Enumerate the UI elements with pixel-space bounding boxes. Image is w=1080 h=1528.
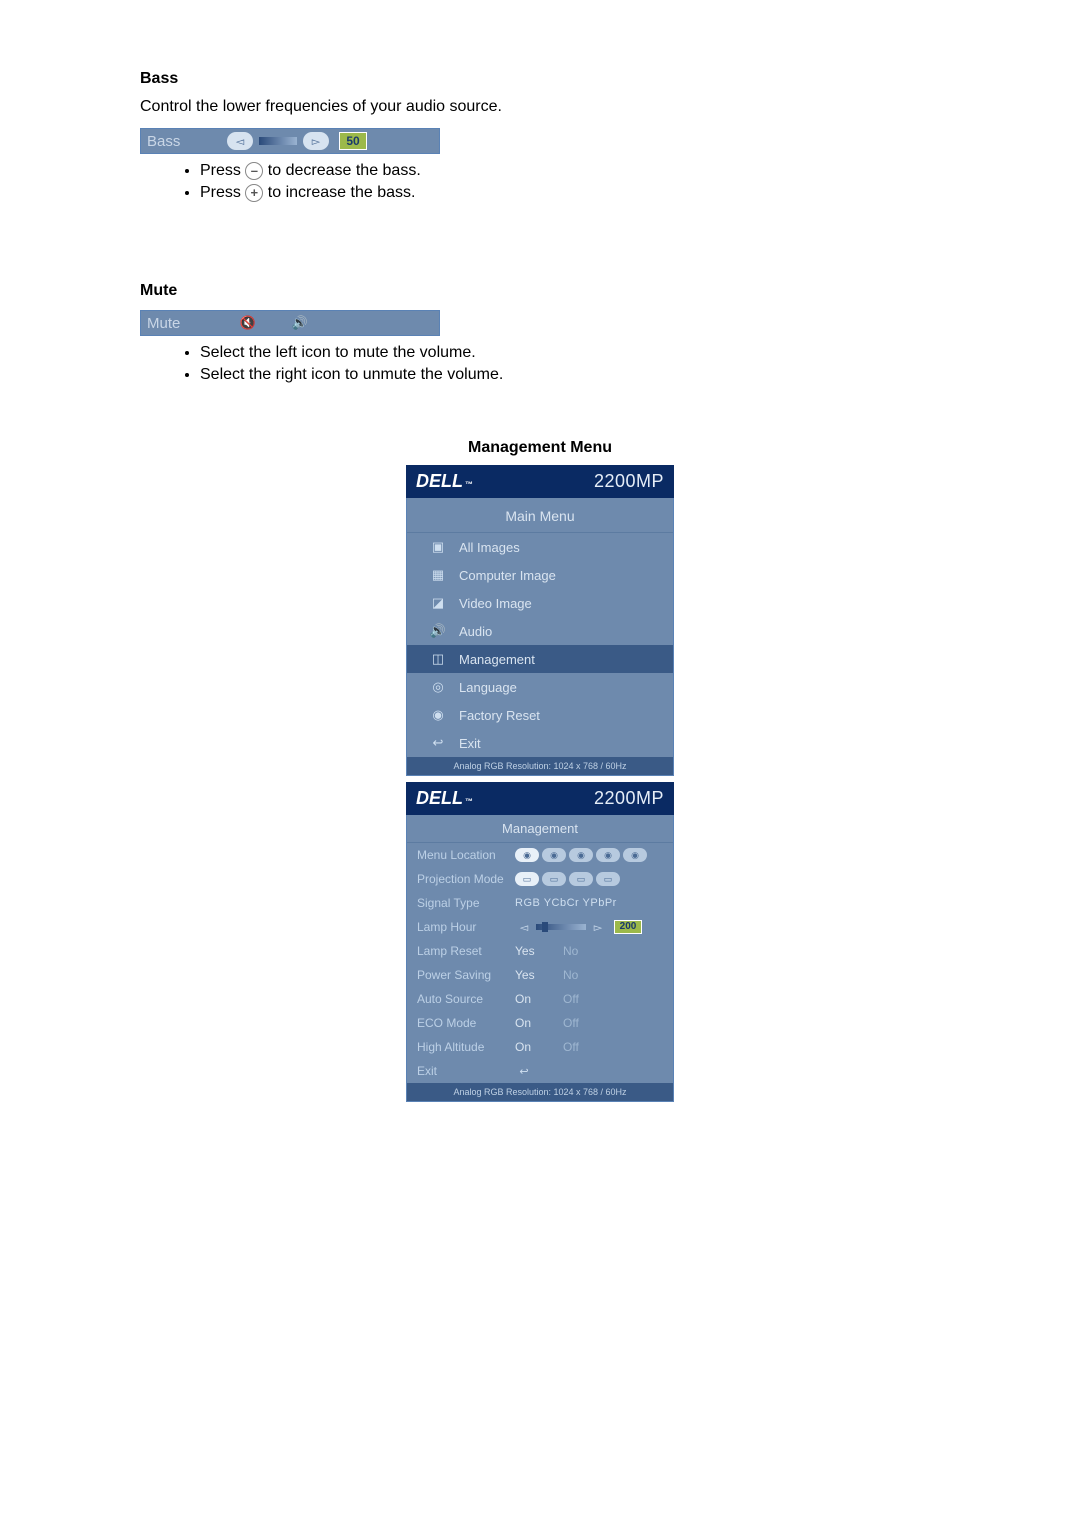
osd-main-title: Main Menu <box>407 498 673 533</box>
signal-options: RGB YCbCr YPbPr <box>515 897 663 909</box>
bass-desc: Control the lower frequencies of your au… <box>140 98 940 116</box>
menu-item-icon: ◎ <box>417 679 459 695</box>
lamp-hour-value: 200 <box>614 920 642 934</box>
lamp-hour-slider <box>536 924 586 930</box>
bass-value: 50 <box>339 132 367 150</box>
mute-bullet-1: Select the left icon to mute the volume. <box>200 344 940 362</box>
bass-osd-bar: Bass ◅ ▻ 50 <box>140 128 440 154</box>
plus-icon: + <box>245 184 263 202</box>
bass-bullet-2: Press + to increase the bass. <box>200 184 940 202</box>
bass-bar-label: Bass <box>147 133 227 150</box>
menu-item-icon: 🔊 <box>417 623 459 639</box>
mute-heading: Mute <box>140 282 940 300</box>
proj-mode-3-icon: ▭ <box>569 872 593 886</box>
osd-model: 2200MP <box>594 471 664 492</box>
row-projection-mode: Projection Mode ▭ ▭ ▭ ▭ <box>407 867 673 891</box>
osd-header-2: DELL™ 2200MP <box>406 782 674 815</box>
menu-item-icon: ▣ <box>417 539 459 555</box>
management-heading: Management Menu <box>140 439 940 457</box>
mute-osd-bar: Mute 🔇 🔊 <box>140 310 440 336</box>
menu-loc-opt-1-icon: ◉ <box>515 848 539 862</box>
management-settings-osd: DELL™ 2200MP Management Menu Location ◉ … <box>406 782 674 1102</box>
row-auto-source: Auto Source On Off <box>407 987 673 1011</box>
row-lamp-reset: Lamp Reset Yes No <box>407 939 673 963</box>
proj-mode-1-icon: ▭ <box>515 872 539 886</box>
mute-bullets: Select the left icon to mute the volume.… <box>200 344 940 384</box>
menu-item-exit: ↩Exit <box>407 729 673 757</box>
osd-header: DELL™ 2200MP <box>406 465 674 498</box>
bass-decrease-icon: ◅ <box>227 132 253 150</box>
osd-footer-2: Analog RGB Resolution: 1024 x 768 / 60Hz <box>406 1083 674 1102</box>
menu-item-label: Video Image <box>459 596 532 611</box>
mute-off-icon: 🔊 <box>289 314 311 332</box>
dell-logo-2: DELL™ <box>416 788 473 809</box>
menu-item-icon: ▦ <box>417 567 459 583</box>
menu-item-icon: ↩ <box>417 735 459 751</box>
menu-item-icon: ◫ <box>417 651 459 667</box>
lamp-hour-dec-icon: ◅ <box>515 920 533 934</box>
osd-sub-title: Management <box>407 815 673 843</box>
menu-item-label: Audio <box>459 624 492 639</box>
bass-bullets: Press – to decrease the bass. Press + to… <box>200 162 940 202</box>
row-lamp-hour: Lamp Hour ◅ ▻ 200 <box>407 915 673 939</box>
bass-bullet-1: Press – to decrease the bass. <box>200 162 940 180</box>
row-menu-location: Menu Location ◉ ◉ ◉ ◉ ◉ <box>407 843 673 867</box>
menu-item-computer-image: ▦Computer Image <box>407 561 673 589</box>
dell-logo: DELL™ <box>416 471 473 492</box>
row-power-saving: Power Saving Yes No <box>407 963 673 987</box>
mute-bar-label: Mute <box>147 315 207 332</box>
mute-bullet-2: Select the right icon to unmute the volu… <box>200 366 940 384</box>
menu-item-management: ◫Management <box>407 645 673 673</box>
menu-loc-opt-2-icon: ◉ <box>542 848 566 862</box>
menu-item-label: All Images <box>459 540 520 555</box>
menu-item-label: Exit <box>459 736 481 751</box>
menu-loc-opt-4-icon: ◉ <box>596 848 620 862</box>
row-signal-type: Signal Type RGB YCbCr YPbPr <box>407 891 673 915</box>
row-exit: Exit ↩ <box>407 1059 673 1083</box>
bass-heading: Bass <box>140 70 940 88</box>
lamp-hour-inc-icon: ▻ <box>589 920 607 934</box>
row-high-altitude: High Altitude On Off <box>407 1035 673 1059</box>
bass-slider <box>259 137 297 145</box>
bass-increase-icon: ▻ <box>303 132 329 150</box>
menu-loc-opt-5-icon: ◉ <box>623 848 647 862</box>
menu-item-language: ◎Language <box>407 673 673 701</box>
menu-item-audio: 🔊Audio <box>407 617 673 645</box>
menu-item-label: Factory Reset <box>459 708 540 723</box>
osd-model-2: 2200MP <box>594 788 664 809</box>
menu-item-all-images: ▣All Images <box>407 533 673 561</box>
main-menu-osd: DELL™ 2200MP Main Menu ▣All Images▦Compu… <box>406 465 674 776</box>
menu-loc-opt-3-icon: ◉ <box>569 848 593 862</box>
menu-item-video-image: ◪Video Image <box>407 589 673 617</box>
menu-item-label: Management <box>459 652 535 667</box>
row-eco-mode: ECO Mode On Off <box>407 1011 673 1035</box>
mute-on-icon: 🔇 <box>237 314 259 332</box>
osd-footer: Analog RGB Resolution: 1024 x 768 / 60Hz <box>406 757 674 776</box>
proj-mode-4-icon: ▭ <box>596 872 620 886</box>
minus-icon: – <box>245 162 263 180</box>
menu-item-label: Language <box>459 680 517 695</box>
menu-item-icon: ◪ <box>417 595 459 611</box>
exit-return-icon: ↩ <box>515 1064 533 1078</box>
menu-item-factory-reset: ◉Factory Reset <box>407 701 673 729</box>
menu-item-label: Computer Image <box>459 568 556 583</box>
proj-mode-2-icon: ▭ <box>542 872 566 886</box>
menu-item-icon: ◉ <box>417 707 459 723</box>
